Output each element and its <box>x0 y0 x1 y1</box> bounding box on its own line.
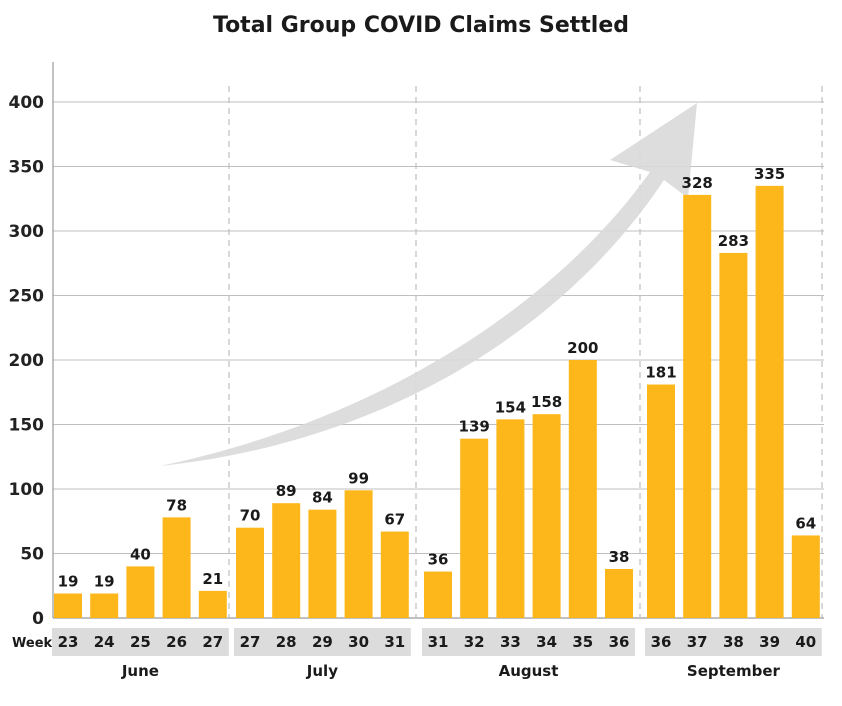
data-label: 154 <box>495 398 526 416</box>
y-tick-label: 350 <box>9 158 45 178</box>
week-tick-label: 23 <box>58 633 79 651</box>
week-tick-label: 24 <box>94 633 115 651</box>
bar <box>308 509 337 618</box>
week-tick-label: 29 <box>312 633 333 651</box>
data-label: 99 <box>348 469 369 487</box>
week-tick-label: 28 <box>276 633 297 651</box>
month-label: June <box>121 662 159 680</box>
data-label: 158 <box>531 393 562 411</box>
week-tick-label: 31 <box>428 633 449 651</box>
y-tick-label: 100 <box>9 480 45 500</box>
y-tick-label: 150 <box>9 416 45 436</box>
bar <box>532 414 561 618</box>
week-tick-label: 37 <box>687 633 708 651</box>
week-tick-label: 27 <box>202 633 223 651</box>
data-label: 36 <box>428 551 449 569</box>
data-label: 70 <box>240 507 261 525</box>
week-tick-label: 27 <box>240 633 261 651</box>
month-label: August <box>499 662 559 680</box>
week-tick-label: 34 <box>536 633 557 651</box>
data-label: 21 <box>202 570 223 588</box>
data-label: 181 <box>645 364 676 382</box>
week-band <box>422 628 635 656</box>
bar <box>344 490 373 618</box>
bar <box>791 535 820 618</box>
bar <box>647 384 675 618</box>
bar <box>424 571 452 618</box>
week-axis-word: Week <box>12 636 53 651</box>
data-label: 328 <box>682 174 713 192</box>
week-tick-label: 33 <box>500 633 521 651</box>
y-tick-label: 250 <box>9 287 45 307</box>
y-tick-label: 0 <box>32 609 44 629</box>
month-label: September <box>687 662 781 680</box>
week-tick-label: 26 <box>166 633 187 651</box>
bar <box>272 503 301 618</box>
week-tick-label: 32 <box>464 633 485 651</box>
week-tick-label: 36 <box>609 633 630 651</box>
y-tick-label: 50 <box>20 545 44 565</box>
week-tick-label: 36 <box>651 633 672 651</box>
data-label: 19 <box>94 572 115 590</box>
data-label: 283 <box>718 232 749 250</box>
bar <box>198 590 227 618</box>
bar <box>683 194 712 618</box>
bar <box>90 593 119 618</box>
week-band <box>645 628 822 656</box>
bar <box>126 566 155 618</box>
data-label: 38 <box>609 548 630 566</box>
week-tick-label: 31 <box>384 633 405 651</box>
data-label: 84 <box>312 489 333 507</box>
week-tick-label: 30 <box>348 633 369 651</box>
bar <box>460 438 489 618</box>
bar <box>568 360 597 618</box>
trend-arrow <box>160 103 697 466</box>
data-label: 40 <box>130 545 151 563</box>
data-label: 67 <box>384 511 405 529</box>
y-tick-label: 200 <box>9 351 45 371</box>
chart-title: Total Group COVID Claims Settled <box>212 13 629 38</box>
bar <box>496 419 525 618</box>
week-band <box>234 628 411 656</box>
y-tick-label: 300 <box>9 222 45 242</box>
week-tick-label: 40 <box>795 633 816 651</box>
data-label: 139 <box>459 418 490 436</box>
bar <box>719 252 748 618</box>
week-band <box>52 628 229 656</box>
week-tick-label: 35 <box>572 633 593 651</box>
week-tick-label: 25 <box>130 633 151 651</box>
bar <box>605 568 633 618</box>
bar <box>54 593 82 618</box>
data-label: 64 <box>795 514 816 532</box>
bar <box>236 527 264 618</box>
data-label: 89 <box>276 482 297 500</box>
data-label: 335 <box>754 165 785 183</box>
bar <box>162 517 191 618</box>
data-label: 78 <box>166 496 187 514</box>
month-label: July <box>306 662 338 680</box>
bar <box>755 185 784 618</box>
week-tick-label: 39 <box>759 633 780 651</box>
data-label: 19 <box>58 572 79 590</box>
bar <box>380 531 409 618</box>
data-label: 200 <box>567 339 598 357</box>
week-tick-label: 38 <box>723 633 744 651</box>
y-tick-label: 400 <box>9 93 45 113</box>
